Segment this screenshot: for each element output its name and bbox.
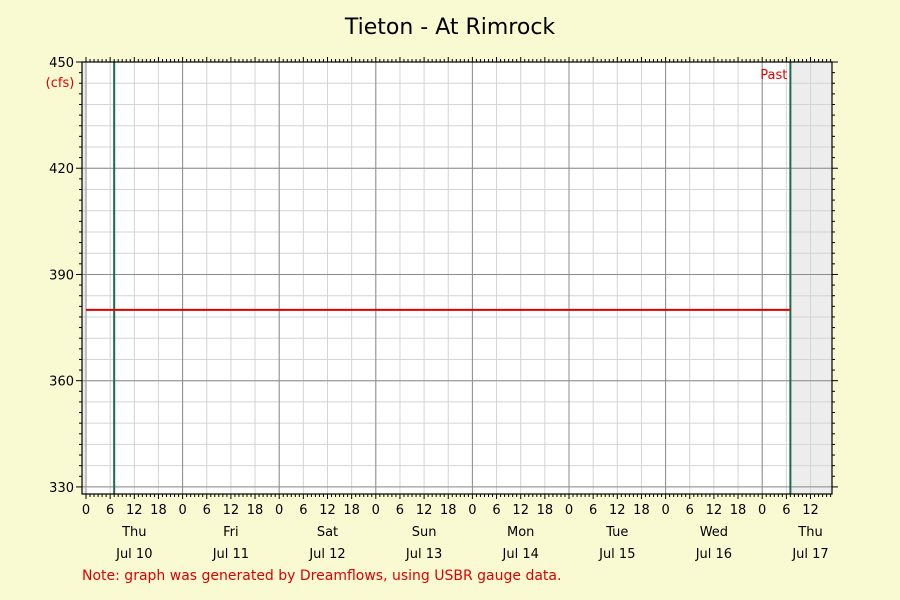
x-weekday-label: Mon xyxy=(507,525,534,540)
x-weekday-label: Sat xyxy=(317,525,338,540)
x-date-label: Jul 16 xyxy=(695,547,732,562)
plot-border xyxy=(81,61,833,495)
x-hour-label: 12 xyxy=(223,503,240,518)
x-hour-label: 0 xyxy=(82,503,90,518)
footer-note: Note: graph was generated by Dreamflows,… xyxy=(82,568,561,584)
x-weekday-label: Fri xyxy=(223,525,239,540)
x-hour-label: 0 xyxy=(565,503,573,518)
y-axis-unit: (cfs) xyxy=(46,76,75,91)
x-weekday-label: Sun xyxy=(412,525,437,540)
plot-background xyxy=(82,62,832,494)
x-date-label: Jul 17 xyxy=(791,547,828,562)
x-hour-label: 0 xyxy=(661,503,669,518)
x-hour-label: 18 xyxy=(440,503,457,518)
plot-area: Past 330 360 390 420 450 0 6 12 18 Thu Jul 10 0 6 12 18… xyxy=(49,56,838,562)
x-date-label: Jul 11 xyxy=(212,547,249,562)
x-hour-label: 6 xyxy=(396,503,404,518)
x-hour-label: 12 xyxy=(319,503,336,518)
past-marker-label: Past xyxy=(760,68,787,83)
y-tick-label: 330 xyxy=(49,481,74,496)
x-hour-label: 18 xyxy=(730,503,747,518)
x-hour-label: 0 xyxy=(178,503,186,518)
x-hour-label: 18 xyxy=(247,503,264,518)
x-hour-label: 0 xyxy=(758,503,766,518)
x-hour-label: 18 xyxy=(537,503,554,518)
x-hour-label: 6 xyxy=(203,503,211,518)
x-hour-label: 18 xyxy=(633,503,650,518)
x-hour-label: 12 xyxy=(802,503,819,518)
x-hour-label: 0 xyxy=(372,503,380,518)
x-hour-label: 12 xyxy=(416,503,433,518)
x-weekday-label: Wed xyxy=(700,525,728,540)
x-weekday-label: Thu xyxy=(121,525,146,540)
x-hour-label: 6 xyxy=(782,503,790,518)
y-tick-label: 450 xyxy=(49,56,74,71)
x-hour-label: 0 xyxy=(275,503,283,518)
x-hour-label: 18 xyxy=(343,503,360,518)
x-axis-ticks xyxy=(85,57,832,499)
x-date-label: Jul 15 xyxy=(598,547,635,562)
x-hour-label: 12 xyxy=(126,503,143,518)
x-hour-label: 18 xyxy=(150,503,167,518)
y-tick-label: 360 xyxy=(49,375,74,390)
x-hour-label: 0 xyxy=(468,503,476,518)
x-hour-label: 6 xyxy=(106,503,114,518)
x-hour-label: 12 xyxy=(512,503,529,518)
x-hour-label: 6 xyxy=(589,503,597,518)
x-hour-label: 12 xyxy=(706,503,723,518)
y-tick-label: 390 xyxy=(49,268,74,283)
x-hour-label: 12 xyxy=(609,503,626,518)
shaded-region-start xyxy=(82,62,86,494)
x-date-label: Jul 14 xyxy=(502,547,539,562)
chart-title: Tieton - At Rimrock xyxy=(344,15,556,40)
x-date-label: Jul 10 xyxy=(115,547,152,562)
y-tick-label: 420 xyxy=(49,162,74,177)
x-hour-label: 6 xyxy=(686,503,694,518)
x-weekday-label: Thu xyxy=(797,525,822,540)
y-axis-ticks xyxy=(76,61,838,488)
shaded-region-future xyxy=(790,62,832,494)
x-hour-label: 6 xyxy=(299,503,307,518)
x-weekday-label: Tue xyxy=(605,525,628,540)
x-date-label: Jul 13 xyxy=(405,547,442,562)
x-hour-label: 6 xyxy=(492,503,500,518)
x-date-label: Jul 12 xyxy=(308,547,345,562)
